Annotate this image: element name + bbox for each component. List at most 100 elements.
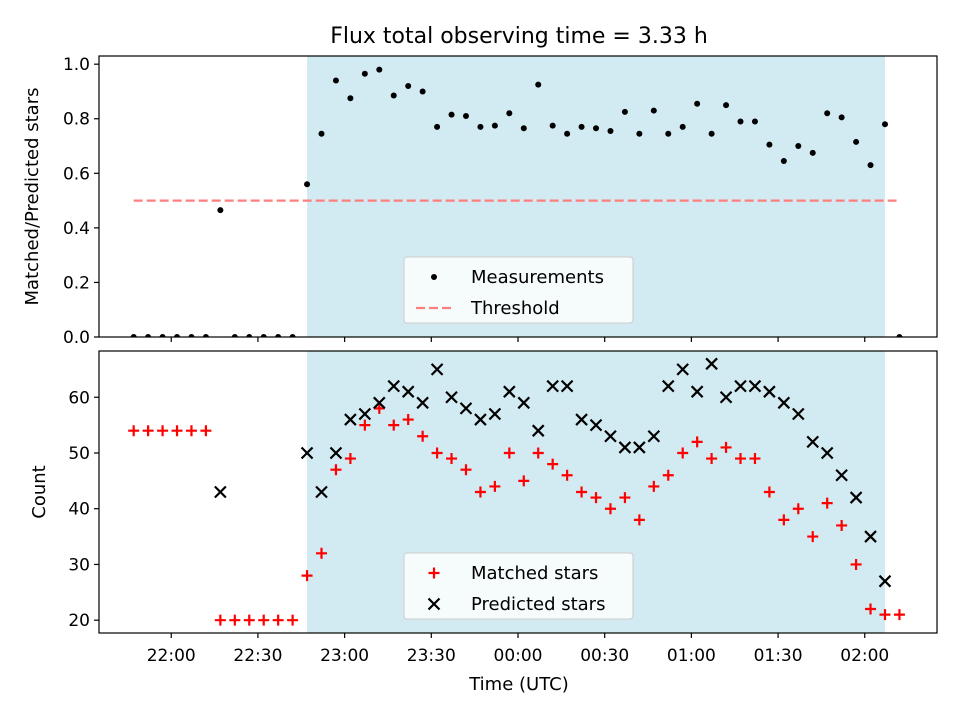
measurements-legend-handle (431, 274, 437, 280)
measurement-point (780, 158, 787, 165)
matched-stars-point (850, 558, 862, 570)
measurement-point (881, 121, 888, 128)
matched-stars-point (417, 430, 429, 442)
measurement-point (520, 125, 527, 132)
measurement-point (361, 70, 368, 77)
matched-stars-point (865, 603, 877, 615)
matched-stars-point (836, 519, 848, 531)
matched-stars-point (706, 453, 718, 465)
predicted-stars-point (344, 413, 357, 426)
measurement-point (332, 77, 339, 84)
legend-box (403, 552, 634, 620)
matched-stars-point (474, 486, 486, 498)
matched-stars-point (604, 503, 616, 515)
predicted-stars-point (849, 491, 863, 504)
matched-stars-point (431, 447, 443, 459)
measurement-point (419, 88, 426, 95)
matched-stars-point (330, 464, 342, 476)
predicted-stars-point (546, 379, 559, 393)
matched-stars-point (229, 614, 241, 626)
predicted-stars-point (401, 385, 415, 398)
y-tick-label: 0.2 (63, 273, 90, 293)
matched-stars-point (633, 514, 645, 526)
measurement-point (246, 334, 253, 337)
matched-stars-point (763, 486, 775, 498)
matched-stars-point (662, 469, 674, 481)
measurement-point (477, 123, 484, 130)
predicted-stars-point (358, 407, 372, 421)
matched-stars-point (648, 480, 660, 492)
matched-stars-point (792, 503, 804, 515)
legend: Matched stars Predicted stars (403, 552, 634, 620)
measurement-point (665, 130, 672, 137)
measurement-point (607, 128, 614, 135)
predicted-stars-legend-handle (427, 597, 441, 611)
matched-stars-point (749, 453, 761, 465)
measurement-point (275, 334, 282, 337)
measurement-point (434, 123, 441, 130)
measurement-point (867, 162, 874, 169)
matched-stars-point (128, 425, 140, 437)
x-tick-label: 02:00 (840, 646, 889, 666)
x-axis-label: Time (UTC) (468, 674, 569, 695)
measurement-point (593, 125, 600, 132)
matched-stars-point (287, 614, 299, 626)
predicted-stars-point (806, 435, 820, 449)
matched-stars-legend-handle (428, 567, 440, 579)
y-tick-label: 60 (68, 388, 90, 408)
matched-stars-point (691, 436, 703, 448)
predicted-stars-point (300, 446, 314, 460)
x-tick-label: 23:30 (407, 646, 456, 666)
measurement-point (376, 66, 383, 73)
legend: Measurements Threshold (403, 256, 634, 324)
measurement-point (535, 81, 542, 88)
predicted-stars-point (474, 413, 487, 426)
measurement-point (405, 83, 412, 90)
matched-stars-point (893, 609, 905, 621)
measurement-point (824, 110, 831, 117)
matched-stars-point (200, 425, 212, 437)
x-tick-label: 00:00 (494, 646, 543, 666)
measurement-point (751, 118, 758, 125)
matched-stars-point (720, 441, 732, 453)
x-tick-label: 00:30 (580, 646, 629, 666)
y-tick-label: 40 (68, 500, 90, 520)
legend-label: Matched stars (471, 563, 598, 584)
matched-stars-point (402, 414, 414, 426)
y-tick-label: 1.0 (63, 55, 90, 75)
predicted-stars-point (690, 385, 704, 398)
measurement-point (390, 92, 397, 99)
y-tick-label: 20 (68, 611, 90, 631)
x-tick-label: 01:30 (754, 646, 803, 666)
predicted-stars-point (503, 385, 516, 398)
predicted-stars-point (430, 363, 444, 376)
measurement-point (795, 143, 802, 150)
matched-stars-point (619, 492, 631, 504)
x-tick-label: 01:00 (667, 646, 716, 666)
predicted-stars-point (531, 424, 545, 437)
predicted-stars-point (864, 530, 877, 543)
matched-stars-point (359, 419, 371, 431)
matched-stars-point (561, 469, 573, 481)
y-tick-label: 50 (68, 444, 90, 464)
predicted-stars-point (705, 357, 718, 371)
ratio-panel: 0.0 0.2 0.4 0.6 0.8 1.0 Matched/Predicted star… (22, 55, 938, 348)
measurement-point (896, 334, 903, 337)
matched-stars-point (301, 570, 313, 582)
predicted-stars-point (777, 396, 791, 410)
predicted-stars-point (676, 363, 689, 376)
measurement-point (462, 113, 469, 120)
x-tick-label: 22:30 (233, 646, 282, 666)
predicted-stars-point (315, 485, 328, 499)
measurement-point (809, 149, 816, 156)
matched-stars-point (258, 614, 270, 626)
measurement-point (145, 334, 152, 337)
matched-stars-point (879, 609, 891, 621)
measurement-point (347, 95, 354, 102)
predicted-stars-point (575, 413, 588, 426)
measurement-point (130, 334, 137, 337)
predicted-stars-point (763, 385, 776, 398)
matched-stars-point (576, 486, 588, 498)
y-axis-label: Count (29, 465, 50, 518)
predicted-stars-point (445, 390, 458, 404)
